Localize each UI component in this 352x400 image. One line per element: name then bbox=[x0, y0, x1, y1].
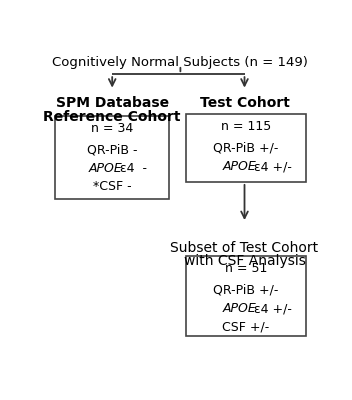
Text: QR-PiB +/-: QR-PiB +/- bbox=[213, 142, 278, 155]
Text: n = 51: n = 51 bbox=[225, 262, 267, 275]
Text: QR-PiB -: QR-PiB - bbox=[87, 144, 137, 156]
Text: Reference Cohort: Reference Cohort bbox=[43, 110, 181, 124]
Text: *CSF -: *CSF - bbox=[93, 180, 132, 194]
Text: ε4 +/-: ε4 +/- bbox=[250, 160, 292, 174]
Text: APOE: APOE bbox=[223, 160, 257, 174]
Text: Subset of Test Cohort: Subset of Test Cohort bbox=[170, 240, 319, 254]
Text: APOE: APOE bbox=[89, 162, 123, 175]
Text: with CSF Analysis: with CSF Analysis bbox=[184, 254, 306, 268]
Text: Test Cohort: Test Cohort bbox=[200, 96, 289, 110]
Text: CSF +/-: CSF +/- bbox=[222, 320, 270, 334]
Text: n = 34: n = 34 bbox=[91, 122, 133, 135]
Text: ε4 +/-: ε4 +/- bbox=[250, 302, 292, 315]
FancyBboxPatch shape bbox=[55, 116, 170, 199]
Text: n = 115: n = 115 bbox=[221, 120, 271, 133]
Text: QR-PiB +/-: QR-PiB +/- bbox=[213, 284, 278, 297]
Text: SPM Database: SPM Database bbox=[56, 96, 169, 110]
Text: Cognitively Normal Subjects (n = 149): Cognitively Normal Subjects (n = 149) bbox=[52, 56, 308, 69]
FancyBboxPatch shape bbox=[186, 256, 306, 336]
Text: ε4  -: ε4 - bbox=[116, 162, 147, 175]
Text: APOE: APOE bbox=[223, 302, 257, 315]
FancyBboxPatch shape bbox=[186, 114, 306, 182]
